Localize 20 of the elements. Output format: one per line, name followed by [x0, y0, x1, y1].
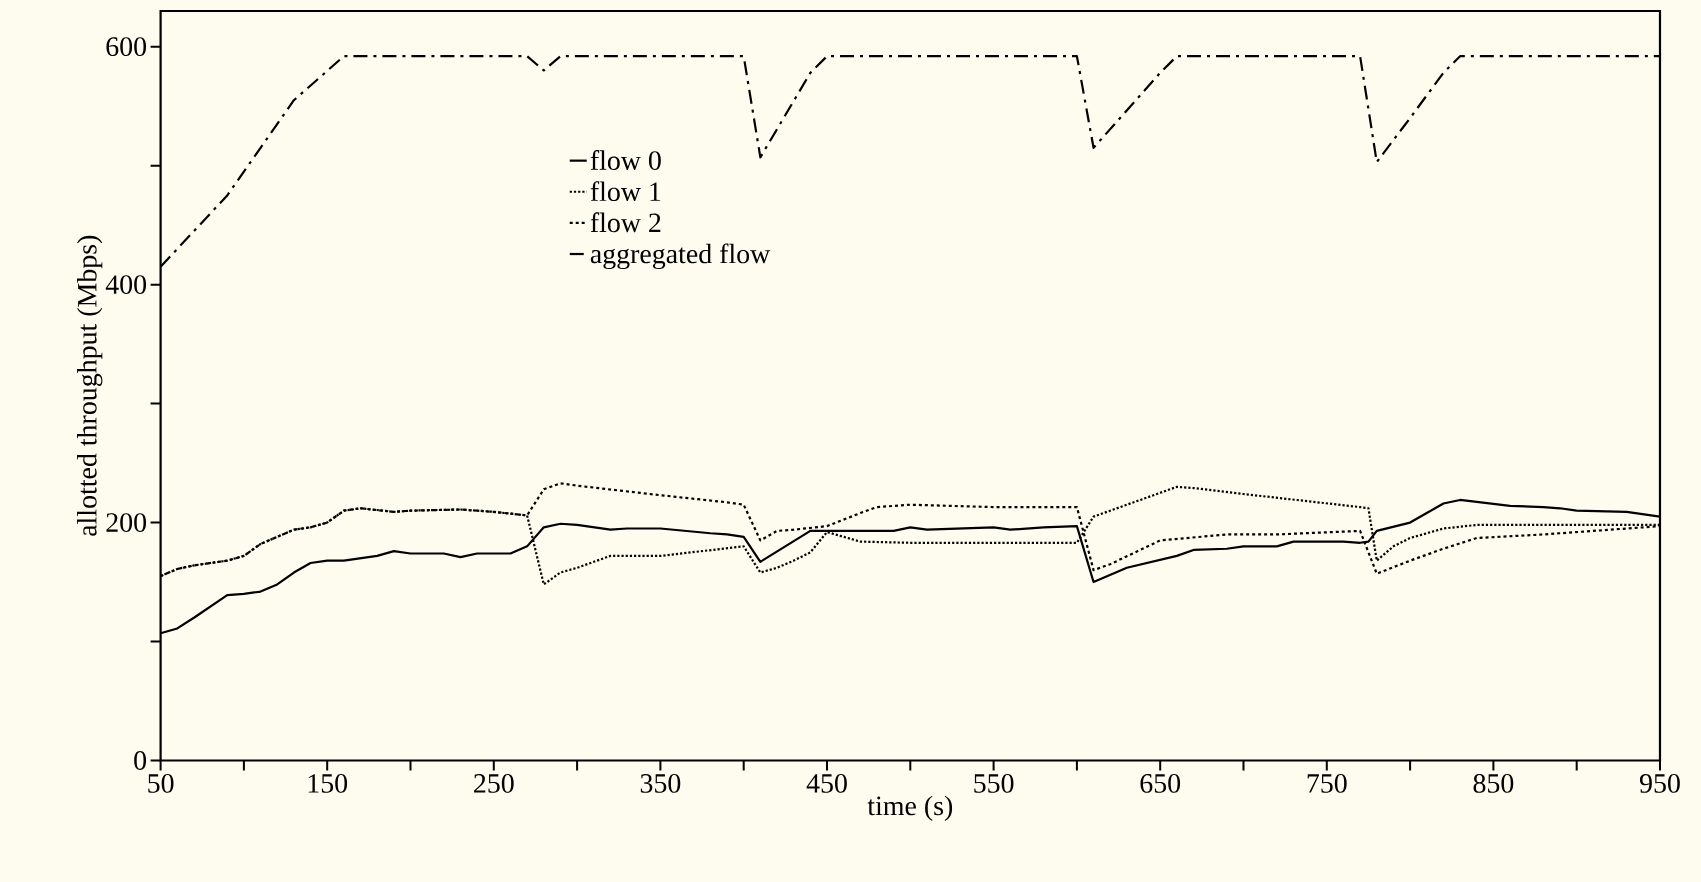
- x-tick-label: 250: [474, 774, 514, 793]
- legend-label: flow 0: [590, 150, 661, 170]
- y-axis-title: allotted throughput (Mbps): [77, 235, 103, 536]
- x-tick-label: 750: [1307, 774, 1347, 793]
- x-tick-label: 450: [806, 774, 847, 793]
- x-tick-label: 650: [1140, 774, 1181, 793]
- x-tick-label: 150: [308, 774, 348, 793]
- y-tick-label: 200: [106, 513, 147, 532]
- y-tick-label: 400: [105, 275, 147, 295]
- y-tick-label: 0: [134, 751, 147, 770]
- legend-label: flow 1: [590, 181, 661, 202]
- x-tick-label: 50: [148, 774, 174, 793]
- x-tick-label: 550: [974, 774, 1014, 793]
- x-axis-title: time (s): [867, 795, 953, 821]
- x-tick-label: 350: [640, 774, 681, 793]
- x-tick-label: 950: [1639, 774, 1680, 793]
- x-tick-label: 850: [1473, 774, 1514, 793]
- legend-label: aggregated flow: [590, 243, 771, 270]
- legend-label: flow 2: [590, 212, 661, 233]
- y-tick-label: 600: [106, 37, 147, 57]
